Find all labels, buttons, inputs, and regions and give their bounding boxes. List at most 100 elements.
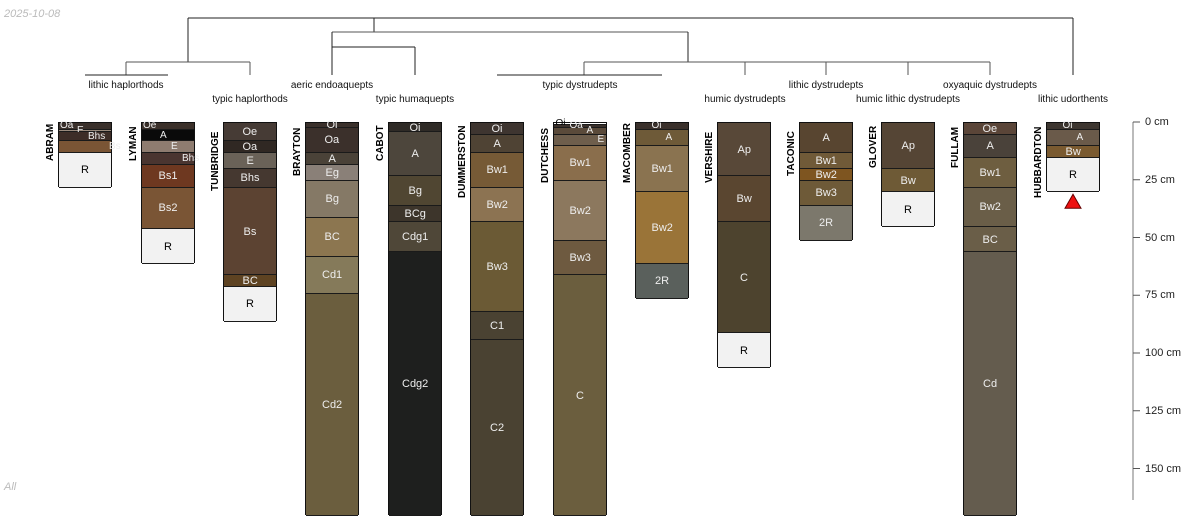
profile-name: TACONIC — [786, 130, 797, 176]
horizon-c — [718, 222, 770, 334]
horizon-cdg2 — [389, 252, 441, 516]
horizon-a — [800, 123, 852, 154]
horizon-label: Oe — [242, 126, 258, 139]
horizon-label: Oa — [569, 120, 583, 132]
horizon-oe — [964, 123, 1016, 135]
horizon-oi — [554, 123, 606, 126]
horizon-label: Bw1 — [651, 163, 673, 176]
horizon-label: Oa — [242, 141, 258, 154]
horizon-label: 2R — [655, 275, 670, 288]
horizon-label: Bw2 — [486, 199, 508, 211]
horizon-r — [224, 287, 276, 322]
horizon-bw3 — [800, 180, 852, 207]
horizon-label: Bw1 — [979, 166, 1001, 179]
horizon-label: Oi — [1062, 120, 1073, 132]
horizon-label: Bw — [1065, 145, 1081, 158]
horizon-oi — [306, 123, 358, 128]
horizon-label: Bw3 — [569, 252, 591, 265]
horizon-oi — [1047, 123, 1099, 130]
horizon-label: A — [411, 148, 419, 161]
horizon-bs2 — [142, 187, 194, 230]
profile-name: VERSHIRE — [704, 132, 715, 184]
horizon-label: Oi — [651, 120, 662, 132]
horizon-oe — [142, 123, 194, 130]
depth-tick-label: 150 cm — [1145, 462, 1182, 475]
horizon-cd — [964, 252, 1016, 516]
soil-profile-hubbardton: Oi A Bw R — [1046, 120, 1100, 193]
horizon-oe — [224, 123, 276, 142]
horizon-label: R — [164, 240, 172, 253]
horizon-bw1 — [471, 153, 523, 188]
horizon-bs1 — [142, 164, 194, 188]
horizon-label: E — [597, 134, 605, 146]
horizon-eg — [306, 164, 358, 181]
horizon-label: R — [81, 164, 89, 177]
horizon-label: Cd1 — [322, 269, 343, 282]
horizon-label: Oa — [60, 120, 74, 132]
horizon-oa — [224, 141, 276, 154]
horizon-a — [306, 153, 358, 165]
horizon-cdg1 — [389, 222, 441, 253]
horizon-label: Oe — [982, 122, 998, 135]
horizon-bw — [718, 176, 770, 223]
horizon-label: Ap — [901, 140, 915, 153]
profile-name: BRAYTON — [292, 127, 303, 176]
horizon-bw3 — [554, 240, 606, 276]
profile-name: HUBBARDTON — [1033, 126, 1044, 198]
horizon-label: A — [822, 132, 830, 144]
horizon-label: Bw — [736, 193, 752, 206]
soil-profile-macomber: Oi A Bw1 Bw2 2R — [635, 120, 689, 299]
horizon-label: E — [77, 125, 84, 137]
taxon-label: aeric endoaquepts — [290, 80, 374, 91]
horizon-oi — [389, 123, 441, 133]
horizon-bw2 — [964, 187, 1016, 227]
horizon-label: A — [493, 137, 501, 150]
horizon-label: R — [904, 203, 912, 216]
horizon-label: Oi — [491, 122, 503, 135]
horizon-label: Bw — [900, 174, 916, 187]
depth-tick-label: 50 cm — [1145, 231, 1175, 244]
horizon-a — [142, 129, 194, 142]
horizon-bcg — [389, 206, 441, 223]
horizon-label: Bw1 — [486, 164, 508, 177]
horizon-a — [389, 132, 441, 177]
profile-name: FULLAM — [950, 127, 961, 169]
bedrock-marker-icon — [1064, 193, 1082, 209]
taxon-label: lithic haplorthods — [88, 80, 164, 91]
horizon-bhs — [59, 132, 111, 142]
horizon-bw2 — [471, 187, 523, 223]
profile-name: TUNBRIDGE — [210, 131, 221, 191]
taxon-label: typic dystrudepts — [542, 80, 618, 91]
horizon-a — [1047, 129, 1099, 147]
horizon-bs — [224, 187, 276, 276]
horizon-label: Bw3 — [486, 261, 508, 274]
profile-name: GLOVER — [868, 126, 879, 169]
soil-profile-fullam: Oe A Bw1 Bw2 BC Cd — [963, 122, 1017, 516]
horizon-label: Cd — [983, 378, 998, 391]
dendrogram — [85, 17, 1140, 500]
horizon-label: A — [328, 152, 336, 165]
horizon-label: Oa — [324, 134, 340, 147]
horizon-label: Bw2 — [651, 222, 673, 235]
depth-tick-label: 25 cm — [1145, 173, 1175, 186]
soil-profile-taconic: A Bw1 Bw2 Bw3 2R — [799, 122, 853, 241]
horizon-label: 2R — [819, 217, 834, 230]
soil-profile-dummerston: Oi A Bw1 Bw2 Bw3 C1 C2 — [470, 122, 524, 516]
horizon-c1 — [471, 312, 523, 341]
horizon-label: A — [1076, 132, 1084, 143]
horizon-label: R — [246, 298, 254, 311]
horizon-bw — [882, 169, 934, 193]
horizon-bc — [224, 275, 276, 287]
depth-tick-label: 100 cm — [1145, 347, 1182, 359]
horizon-a — [471, 134, 523, 154]
taxon-label: lithic dystrudepts — [788, 80, 864, 91]
horizon-bw1 — [800, 153, 852, 170]
horizon-e — [224, 153, 276, 170]
horizon-label: Bhs — [88, 130, 106, 142]
taxon-label: lithic udorthents — [1037, 94, 1109, 105]
taxon-label: humic lithic dystrudepts — [856, 94, 960, 105]
horizon-a — [554, 127, 606, 135]
horizon-2r — [800, 206, 852, 241]
horizon-a — [964, 134, 1016, 158]
profile-name: DUMMERSTON — [457, 125, 468, 198]
